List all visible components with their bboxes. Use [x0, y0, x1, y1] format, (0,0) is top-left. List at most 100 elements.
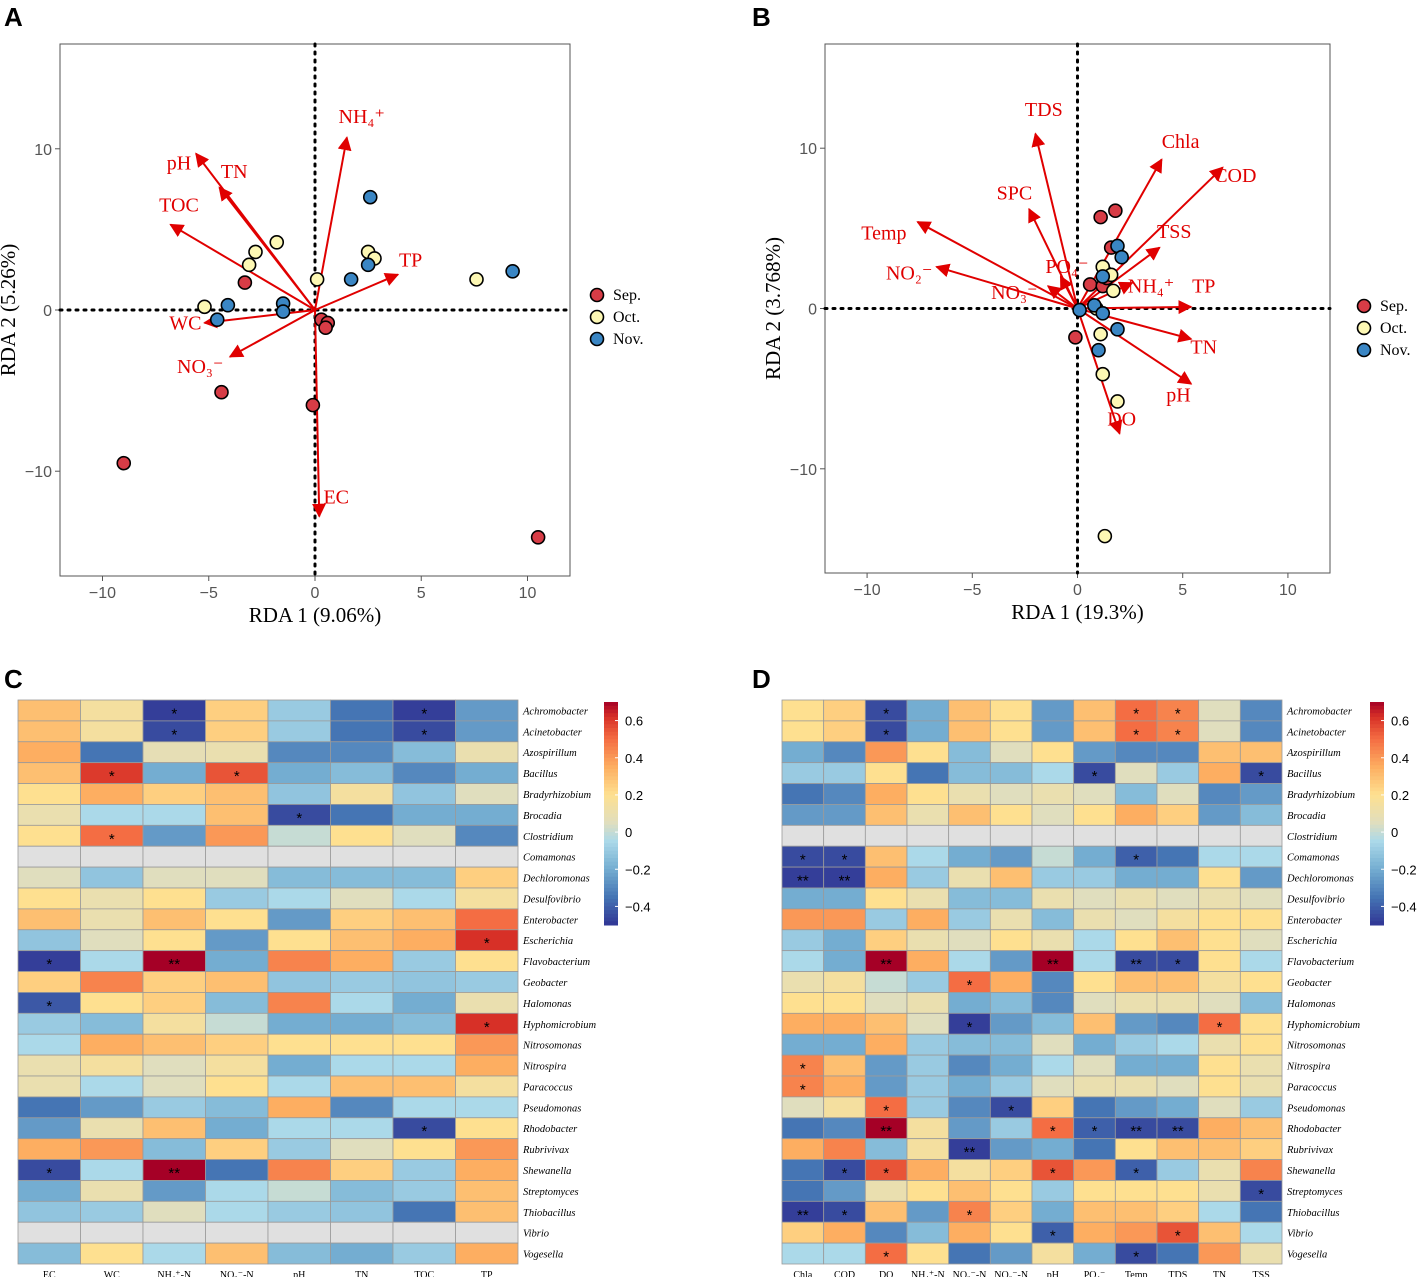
- heatmap-cell: [330, 762, 394, 784]
- heatmap-cell: [17, 699, 81, 722]
- heatmap-cell: [989, 741, 1033, 764]
- heatmap-cell: [781, 1138, 825, 1160]
- heatmap-cell: [1239, 845, 1283, 868]
- colorbar-segment: [604, 891, 618, 896]
- heatmap-cell: [823, 1221, 866, 1244]
- heatmap-cell: [267, 950, 331, 972]
- arrow-label: SPC: [997, 182, 1033, 204]
- heatmap-cell: [267, 1096, 331, 1119]
- heatmap-cell: [455, 1159, 519, 1181]
- heatmap-cell: [948, 1180, 991, 1202]
- heatmap-cell: [17, 824, 81, 847]
- heatmap-cell: [781, 887, 825, 910]
- arrow-vector: [1046, 285, 1079, 310]
- heatmap-cell: [80, 720, 144, 743]
- data-point-sep: [1068, 330, 1083, 345]
- column-label: pH: [293, 1270, 305, 1277]
- heatmap-cell: [1031, 971, 1075, 993]
- colorbar-segment: [1370, 813, 1384, 818]
- heatmap-cell: [392, 1096, 456, 1119]
- data-point-nov: [1091, 342, 1106, 358]
- heatmap-cell: [330, 1075, 394, 1098]
- heatmap-cell: [948, 783, 991, 805]
- significance-star: *: [1175, 705, 1181, 722]
- significance-star: *: [967, 1019, 973, 1036]
- heatmap-cell: [781, 720, 825, 743]
- heatmap-cell: [1156, 824, 1200, 847]
- significance-star: *: [46, 1165, 52, 1182]
- x-tick-label: 10: [519, 585, 537, 602]
- heatmap-cell: [1156, 992, 1200, 1014]
- heatmap-cell: [823, 1242, 866, 1265]
- significance-star: *: [1092, 1123, 1098, 1140]
- y-tick-label: 0: [808, 302, 817, 319]
- legend-label: Oct.: [1380, 320, 1407, 337]
- colorbar-segment: [604, 754, 618, 759]
- y-tick-label: −10: [790, 462, 817, 479]
- heatmap-cell: [455, 1138, 519, 1160]
- heatmap-cell: [267, 845, 331, 868]
- heatmap-cell: [330, 929, 394, 952]
- heatmap-cell: [1073, 1033, 1116, 1056]
- colorbar-segment: [604, 813, 618, 818]
- heatmap-cell: [205, 699, 269, 722]
- heatmap-cell: [906, 1159, 950, 1181]
- heatmap-cell: [1031, 1200, 1075, 1223]
- colorbar-segment: [604, 713, 618, 718]
- y-axis-label: RDA 2 (3.768%): [761, 237, 785, 380]
- heatmap-cell: [989, 1075, 1033, 1098]
- colorbar-segment: [1370, 917, 1384, 922]
- heatmap-cell: [989, 845, 1033, 868]
- data-point-oct: [1110, 394, 1125, 409]
- heatmap-cell: [17, 720, 81, 743]
- colorbar-segment: [604, 757, 618, 762]
- heatmap-cell: [392, 1159, 456, 1181]
- heatmap-cell: [1239, 1012, 1283, 1035]
- heatmap-cell: [948, 1117, 991, 1140]
- row-label: Streptomyces: [523, 1187, 579, 1198]
- heatmap-cell: [1073, 1075, 1116, 1098]
- significance-star: *: [171, 726, 177, 743]
- heatmap-cell: [1239, 720, 1283, 743]
- heatmap-cell: [392, 804, 456, 826]
- heatmap-cell: [17, 887, 81, 910]
- colorbar-segment: [604, 887, 618, 893]
- data-point-sep: [237, 275, 253, 290]
- heatmap-cell: [17, 1075, 81, 1098]
- significance-star: *: [1050, 1228, 1056, 1245]
- heatmap-cell: [1156, 971, 1200, 993]
- heatmap-cell: [948, 699, 991, 722]
- heatmap-cell: [1198, 1075, 1241, 1098]
- significance-star: *: [46, 956, 52, 973]
- data-point-nov: [1095, 306, 1111, 321]
- heatmap-cell: [1073, 1159, 1116, 1181]
- heatmap-cell: [205, 1159, 269, 1181]
- colorbar-segment: [604, 846, 618, 852]
- colorbar-tick-label: −0.2: [625, 862, 651, 877]
- significance-star: *: [1050, 1123, 1056, 1140]
- heatmap-cell: [17, 1138, 81, 1160]
- row-label: Escherichia: [522, 936, 573, 947]
- colorbar-segment: [1370, 850, 1384, 855]
- heatmap-cell: [989, 1138, 1033, 1160]
- heatmap-cell: [823, 804, 866, 826]
- heatmap-cell: [864, 1054, 908, 1077]
- heatmap-cell: [1031, 762, 1075, 784]
- heatmap-cell: [17, 845, 81, 868]
- heatmap-cell: [205, 783, 269, 805]
- heatmap-cell: [205, 804, 269, 826]
- significance-star: *: [1092, 768, 1098, 785]
- heatmap-cell: [1198, 1117, 1241, 1140]
- heatmap-cell: [267, 1221, 331, 1244]
- heatmap-cell: [864, 783, 908, 805]
- heatmap-cell: [823, 992, 866, 1014]
- heatmap-cell: [80, 992, 144, 1014]
- heatmap-cell: [1073, 1096, 1116, 1119]
- colorbar-segment: [1370, 828, 1384, 833]
- row-label: Nitrosomonas: [522, 1041, 582, 1052]
- rda-plot-a: −10 −5 0 5 10 −10 0 10 RDA 1 (9.06%) RDA 2 (5.26%…: [0, 42, 644, 627]
- heatmap-cell: [1198, 845, 1241, 868]
- significance-star: **: [880, 1123, 892, 1140]
- heatmap-cell: [989, 1180, 1033, 1202]
- significance-star: *: [1258, 1186, 1264, 1203]
